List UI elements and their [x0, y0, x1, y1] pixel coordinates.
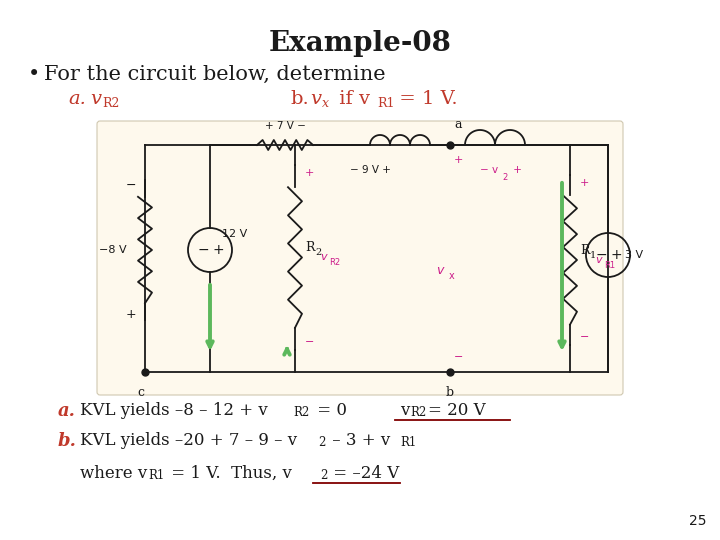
Text: 2: 2 — [320, 469, 328, 482]
Text: +: + — [610, 248, 622, 262]
Text: R1: R1 — [148, 469, 164, 482]
Text: a.: a. — [58, 402, 76, 420]
Text: x: x — [449, 271, 455, 281]
Text: a: a — [454, 118, 462, 131]
Text: −: − — [595, 248, 607, 262]
Text: − 9 V +: − 9 V + — [350, 165, 390, 175]
Text: −: − — [454, 352, 464, 362]
Text: v: v — [90, 90, 101, 108]
Text: +: + — [126, 308, 136, 321]
Text: a.: a. — [68, 90, 86, 108]
Text: x: x — [322, 97, 329, 110]
Text: = 0: = 0 — [312, 402, 347, 419]
Text: − v: − v — [480, 165, 498, 175]
Text: b.: b. — [290, 90, 309, 108]
Text: v: v — [400, 402, 410, 419]
Text: R: R — [580, 244, 590, 256]
Text: Example-08: Example-08 — [269, 30, 451, 57]
Text: c: c — [138, 386, 145, 399]
Text: v: v — [320, 253, 327, 262]
Text: +: + — [305, 168, 315, 178]
Text: 1: 1 — [590, 251, 596, 260]
Text: = 1 V.: = 1 V. — [393, 90, 458, 108]
Text: −: − — [305, 337, 315, 347]
Text: R: R — [305, 241, 315, 254]
Text: where v: where v — [80, 465, 148, 482]
Text: KVL yields –20 + 7 – 9 – v: KVL yields –20 + 7 – 9 – v — [80, 432, 297, 449]
Text: R2: R2 — [102, 97, 120, 110]
Text: −: − — [197, 243, 209, 257]
Text: R1: R1 — [400, 436, 416, 449]
Text: −: − — [580, 332, 590, 342]
Text: v: v — [310, 90, 321, 108]
Text: v: v — [595, 255, 602, 265]
Text: v: v — [436, 264, 444, 276]
Text: +: + — [510, 165, 522, 175]
Text: = 1 V.  Thus, v: = 1 V. Thus, v — [166, 465, 292, 482]
FancyBboxPatch shape — [97, 121, 623, 395]
Text: if v: if v — [333, 90, 370, 108]
Text: b.: b. — [58, 432, 77, 450]
Text: +: + — [454, 155, 464, 165]
Text: = 20 V: = 20 V — [428, 402, 485, 419]
Text: 12 V: 12 V — [222, 229, 247, 239]
Text: 2: 2 — [502, 173, 508, 182]
Text: •: • — [28, 65, 40, 84]
Text: 3 V: 3 V — [625, 250, 643, 260]
Text: 25: 25 — [688, 514, 706, 528]
Text: 2: 2 — [318, 436, 325, 449]
Text: −: − — [126, 179, 136, 192]
Text: KVL yields –8 – 12 + v: KVL yields –8 – 12 + v — [80, 402, 268, 419]
Text: +: + — [580, 178, 590, 188]
Text: = –24 V: = –24 V — [328, 465, 400, 482]
Text: b: b — [446, 386, 454, 399]
Text: R1: R1 — [604, 260, 615, 269]
Text: + 7 V −: + 7 V − — [264, 121, 305, 131]
Text: 2: 2 — [315, 248, 321, 257]
Text: R2: R2 — [293, 406, 310, 419]
Text: – 3 + v: – 3 + v — [327, 432, 390, 449]
Text: +: + — [212, 243, 224, 257]
Text: For the circuit below, determine: For the circuit below, determine — [44, 65, 386, 84]
Text: R2: R2 — [329, 258, 340, 267]
Text: −8 V: −8 V — [99, 245, 127, 255]
Text: R2: R2 — [410, 406, 426, 419]
Text: R1: R1 — [377, 97, 395, 110]
